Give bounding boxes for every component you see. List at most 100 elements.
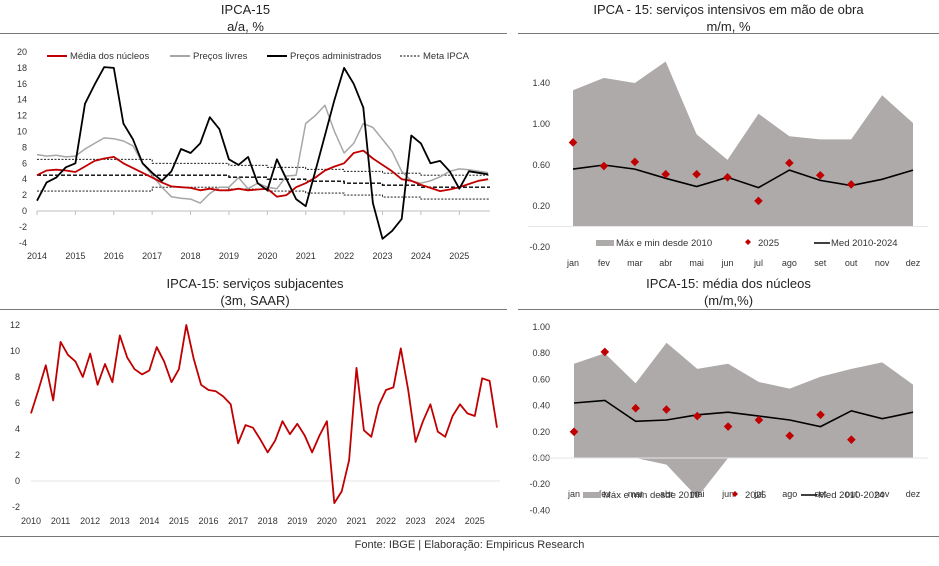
scatter-point-2025 xyxy=(847,435,856,444)
chart-subtitle: a/a, % xyxy=(227,19,264,34)
y-tick-label: 0.80 xyxy=(532,348,550,358)
scatter-point-2025 xyxy=(661,169,671,179)
y-tick-label: 2 xyxy=(15,450,20,460)
y-tick-label: 4 xyxy=(15,424,20,434)
scatter-point-2025 xyxy=(846,180,856,189)
legend-swatch-2025 xyxy=(745,239,751,245)
chart-subtitle: (m/m,%) xyxy=(703,293,754,308)
chart-title: IPCA-15: média dos núcleos xyxy=(646,276,811,291)
y-tick-label: 0.20 xyxy=(532,201,550,211)
x-category-label: set xyxy=(815,489,828,499)
x-tick-label: 2022 xyxy=(376,516,396,526)
title-rule xyxy=(0,33,507,34)
y-tick-label: 0 xyxy=(15,476,20,486)
x-tick-label: 2024 xyxy=(411,251,431,261)
y-tick-label: 6 xyxy=(22,158,27,168)
x-category-label: ago xyxy=(782,258,797,268)
y-tick-label: -0.20 xyxy=(529,479,550,489)
chart-title: IPCA - 15: serviços intensivos em mão de… xyxy=(593,2,864,17)
footer-rule xyxy=(0,536,939,537)
x-category-label: mai xyxy=(690,489,705,499)
x-tick-label: 2019 xyxy=(219,251,239,261)
x-category-label: set xyxy=(814,258,827,268)
x-tick-label: 2025 xyxy=(449,251,469,261)
scatter-point-2025 xyxy=(600,347,610,357)
scatter-point-2025 xyxy=(692,411,702,421)
legend-label: 2025 xyxy=(745,490,766,501)
chart-media-nucleos-mm: IPCA-15: média dos núcleos (m/m,%) 1.00 0… xyxy=(500,270,939,532)
x-category-label: nov xyxy=(875,489,890,499)
median-line xyxy=(572,164,914,189)
x-tick-label: 2016 xyxy=(104,251,124,261)
scatter-point-2025 xyxy=(785,431,795,441)
x-tick-label: 2018 xyxy=(181,251,201,261)
x-tick-label: 2022 xyxy=(334,251,354,261)
x-category-label: jan xyxy=(567,489,580,499)
y-tick-label: -4 xyxy=(19,238,27,248)
scatter-point-2025 xyxy=(630,157,640,167)
chart-servicos-subjacentes: IPCA-15: serviços subjacentes (3m, SAAR)… xyxy=(0,270,510,532)
y-tick-label: -2 xyxy=(12,502,20,512)
x-tick-label: 2013 xyxy=(110,516,130,526)
scatter-point-2025 xyxy=(816,410,825,420)
series-line-2 xyxy=(36,66,489,240)
legend-swatch-band xyxy=(596,240,614,246)
chart-servicos-intensivos-plot: 1.40 1.00 0.60 0.20 -0.20 jan fev mar abr mai jun j… xyxy=(528,61,928,268)
legend-label: Meta IPCA xyxy=(423,51,470,62)
scatter-point-2025 xyxy=(662,405,671,414)
legend-label: Média dos núcleos xyxy=(70,51,149,62)
x-tick-label: 2016 xyxy=(199,516,219,526)
x-category-label: jul xyxy=(753,489,763,499)
x-tick-label: 2020 xyxy=(257,251,277,261)
y-tick-label: 6 xyxy=(15,398,20,408)
legend-swatch-band xyxy=(583,492,601,498)
legend-label: Med 2010-2024 xyxy=(818,490,885,501)
title-rule xyxy=(518,33,939,34)
x-tick-label: 2020 xyxy=(317,516,337,526)
x-tick-label: 2012 xyxy=(80,516,100,526)
title-rule xyxy=(518,309,939,310)
x-tick-label: 2015 xyxy=(65,251,85,261)
y-tick-label: -0.40 xyxy=(529,505,550,515)
x-tick-label: 2024 xyxy=(435,516,455,526)
x-category-label: out xyxy=(845,489,858,499)
y-tick-label: 0.40 xyxy=(532,401,550,411)
y-tick-label: 20 xyxy=(17,47,27,57)
y-tick-label: 12 xyxy=(17,111,27,121)
y-tick-label: 8 xyxy=(15,372,20,382)
x-category-label: out xyxy=(845,258,858,268)
x-category-label: ago xyxy=(782,489,797,499)
chart-ipca15-aa: IPCA-15 a/a, % 20 18 16 14 12 10 8 6 4 2 0 -2 -4 2014… xyxy=(0,0,507,270)
title-rule xyxy=(0,309,507,310)
x-category-label: nov xyxy=(875,258,890,268)
x-tick-label: 2023 xyxy=(372,251,392,261)
scatter-point-2025 xyxy=(754,196,763,206)
y-tick-label: 1.40 xyxy=(532,78,550,88)
legend-label: 2025 xyxy=(758,238,779,249)
y-tick-label: 10 xyxy=(17,127,27,137)
x-tick-label: 2015 xyxy=(169,516,189,526)
chart-subtitle: (3m, SAAR) xyxy=(220,293,290,308)
x-tick-label: 2010 xyxy=(21,516,41,526)
y-tick-label: 18 xyxy=(17,63,27,73)
scatter-point-2025 xyxy=(815,170,825,180)
x-tick-label: 2021 xyxy=(346,516,366,526)
y-tick-label: 1.00 xyxy=(532,119,550,129)
scatter-point-2025 xyxy=(723,422,733,431)
y-tick-label: 14 xyxy=(17,95,27,105)
x-tick-label: 2025 xyxy=(465,516,485,526)
x-category-label: mar xyxy=(628,489,644,499)
x-tick-label: 2019 xyxy=(287,516,307,526)
footer-source: Fonte: IBGE | Elaboração: Empiricus Rese… xyxy=(354,539,585,551)
y-tick-label: 0.60 xyxy=(532,374,550,384)
series-line-0 xyxy=(36,149,489,198)
x-tick-label: 2017 xyxy=(142,251,162,261)
y-tick-label: 10 xyxy=(10,346,20,356)
x-tick-label: 2017 xyxy=(228,516,248,526)
scatter-point-2025 xyxy=(692,169,701,179)
x-category-label: abr xyxy=(660,489,673,499)
legend-label: Med 2010-2024 xyxy=(831,238,898,249)
